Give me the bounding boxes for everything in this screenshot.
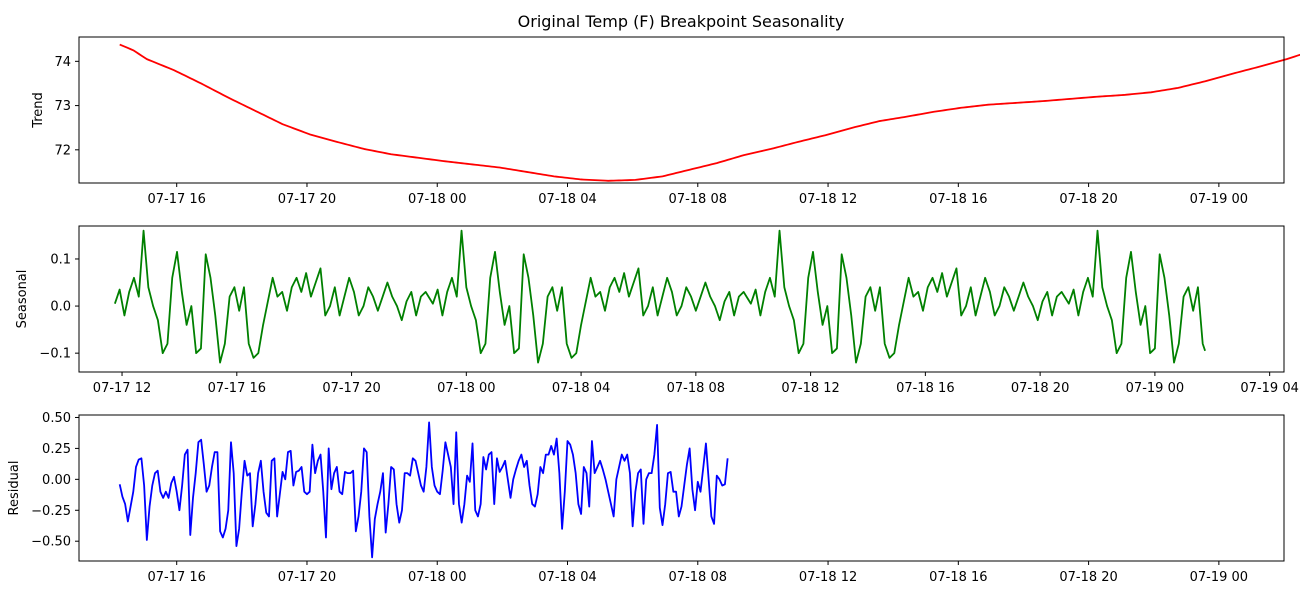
x-tick-label: 07-18 16 <box>929 192 987 207</box>
x-tick-label: 07-18 00 <box>437 381 495 396</box>
y-tick-label: 0.1 <box>50 252 71 267</box>
x-tick-label: 07-19 04 <box>1240 381 1298 396</box>
x-tick-label: 07-18 00 <box>408 570 466 585</box>
y-tick-label: 73 <box>54 99 71 114</box>
x-tick-label: 07-18 04 <box>538 192 596 207</box>
panel-trend: 07-17 16 07-17 20 07-18 00 07-18 04 07-18 08… <box>31 36 1300 207</box>
x-tick-label: 07-19 00 <box>1126 381 1184 396</box>
chart-title: Original Temp (F) Breakpoint Seasonality <box>518 12 845 31</box>
x-tick-label: 07-18 08 <box>667 381 725 396</box>
x-tick-label: 07-19 00 <box>1190 570 1248 585</box>
x-tick-label: 07-17 12 <box>93 381 151 396</box>
x-tick-label: 07-17 16 <box>147 570 205 585</box>
axes-frame <box>78 414 1285 562</box>
x-tick-label: 07-18 16 <box>929 570 987 585</box>
axes-frame <box>78 225 1285 373</box>
y-tick-label: −0.50 <box>31 535 71 550</box>
x-tick-label: 07-18 12 <box>781 381 839 396</box>
x-tick-label: 07-18 20 <box>1059 570 1117 585</box>
series-line-trend <box>119 43 1300 182</box>
x-tick-label: 07-18 20 <box>1059 192 1117 207</box>
y-tick-label: 0.0 <box>50 300 71 315</box>
x-tick-label: 07-18 16 <box>896 381 954 396</box>
x-tick-label: 07-17 16 <box>147 192 205 207</box>
series-line-residual <box>118 421 729 559</box>
y-tick-label: 0.00 <box>42 473 71 488</box>
x-tick-label: 07-18 00 <box>408 192 466 207</box>
x-tick-label: 07-19 00 <box>1190 192 1248 207</box>
x-tick-label: 07-18 12 <box>799 570 857 585</box>
panel-seasonal: 07-17 12 07-17 16 07-17 20 07-18 00 07-18 04… <box>15 225 1299 396</box>
y-tick-label: 74 <box>54 55 71 70</box>
x-tick-label: 07-18 20 <box>1011 381 1069 396</box>
y-tick-label: −0.25 <box>31 504 71 519</box>
series-line-seasonal <box>114 229 1206 364</box>
x-tick-label: 07-18 04 <box>552 381 610 396</box>
x-tick-label: 07-17 20 <box>322 381 380 396</box>
axes-frame <box>78 36 1285 184</box>
y-tick-label: 72 <box>54 143 71 158</box>
x-tick-label: 07-17 16 <box>208 381 266 396</box>
x-tick-label: 07-17 20 <box>278 192 336 207</box>
panel-residual: 07-17 16 07-17 20 07-18 00 07-18 04 07-18 08… <box>7 411 1285 585</box>
x-tick-label: 07-18 08 <box>669 570 727 585</box>
y-axis-label: Trend <box>31 92 46 129</box>
x-tick-label: 07-18 12 <box>799 192 857 207</box>
y-axis-label: Residual <box>7 461 22 516</box>
x-tick-label: 07-18 04 <box>538 570 596 585</box>
x-tick-label: 07-17 20 <box>278 570 336 585</box>
y-tick-label: 0.25 <box>42 442 71 457</box>
y-tick-label: −0.1 <box>39 347 71 362</box>
x-tick-label: 07-18 08 <box>669 192 727 207</box>
y-axis-label: Seasonal <box>15 270 30 329</box>
y-tick-label: 0.50 <box>42 411 71 426</box>
